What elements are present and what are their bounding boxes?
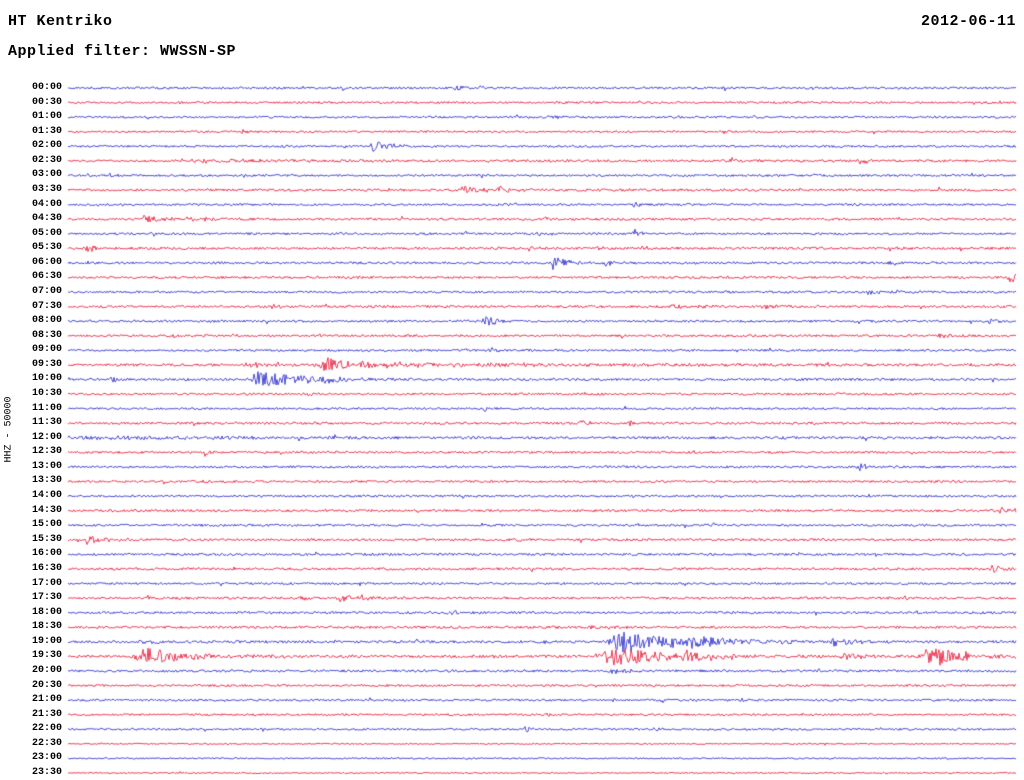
time-label: 03:30 <box>31 184 62 196</box>
time-label: 05:30 <box>31 242 62 254</box>
time-label: 17:30 <box>31 592 62 604</box>
time-label: 22:30 <box>31 737 62 749</box>
time-label: 06:00 <box>31 256 62 268</box>
time-label: 21:30 <box>31 708 62 720</box>
time-label: 01:30 <box>31 125 62 137</box>
time-label: 15:30 <box>31 533 62 545</box>
date-label: 2012-06-11 <box>920 13 1016 30</box>
time-label: 14:00 <box>31 490 62 502</box>
time-label: 20:30 <box>31 679 62 691</box>
time-label: 23:30 <box>31 766 62 778</box>
time-label: 03:00 <box>31 169 62 181</box>
time-label: 19:30 <box>31 650 62 662</box>
time-label: 12:30 <box>31 446 62 458</box>
time-label: 00:00 <box>31 82 62 93</box>
time-label: 11:30 <box>31 417 62 429</box>
time-label: 16:30 <box>31 562 62 574</box>
time-label: 00:30 <box>31 96 62 108</box>
time-label: 17:00 <box>31 577 62 589</box>
time-label: 11:00 <box>31 402 62 414</box>
time-label: 21:00 <box>31 694 62 706</box>
time-label: 14:30 <box>31 504 62 516</box>
time-label: 07:30 <box>31 300 62 312</box>
time-label: 02:00 <box>31 140 62 152</box>
time-label: 22:00 <box>31 723 62 735</box>
time-label: 15:00 <box>31 519 62 531</box>
time-label: 01:00 <box>31 111 62 123</box>
time-label: 09:30 <box>31 358 62 370</box>
time-label: 12:00 <box>31 431 62 443</box>
time-label: 13:30 <box>31 475 62 487</box>
time-label: 16:00 <box>31 548 62 560</box>
station-title: HT Kentriko <box>8 13 113 30</box>
time-label: 04:00 <box>31 198 62 210</box>
time-label: 08:30 <box>31 329 62 341</box>
time-label: 18:00 <box>31 606 62 618</box>
time-label: 19:00 <box>31 635 62 647</box>
time-label: 18:30 <box>31 621 62 633</box>
time-label: 23:00 <box>31 752 62 764</box>
time-label: 10:30 <box>31 388 62 400</box>
time-label: 20:00 <box>31 664 62 676</box>
time-label: 07:00 <box>31 286 62 298</box>
time-label: 04:30 <box>31 213 62 225</box>
time-labels-column: 00:00 00:30 01:00 01:30 02:00 02:30 03:00 03:30… <box>0 0 64 780</box>
time-label: 08:00 <box>31 315 62 327</box>
time-label: 09:00 <box>31 344 62 356</box>
time-label: 10:00 <box>31 373 62 385</box>
time-label: 13:00 <box>31 460 62 472</box>
filter-label: Applied filter: WWSSN-SP <box>8 43 237 60</box>
time-label: 02:30 <box>31 154 62 166</box>
time-label: 05:00 <box>31 227 62 239</box>
time-label: 06:30 <box>31 271 62 283</box>
